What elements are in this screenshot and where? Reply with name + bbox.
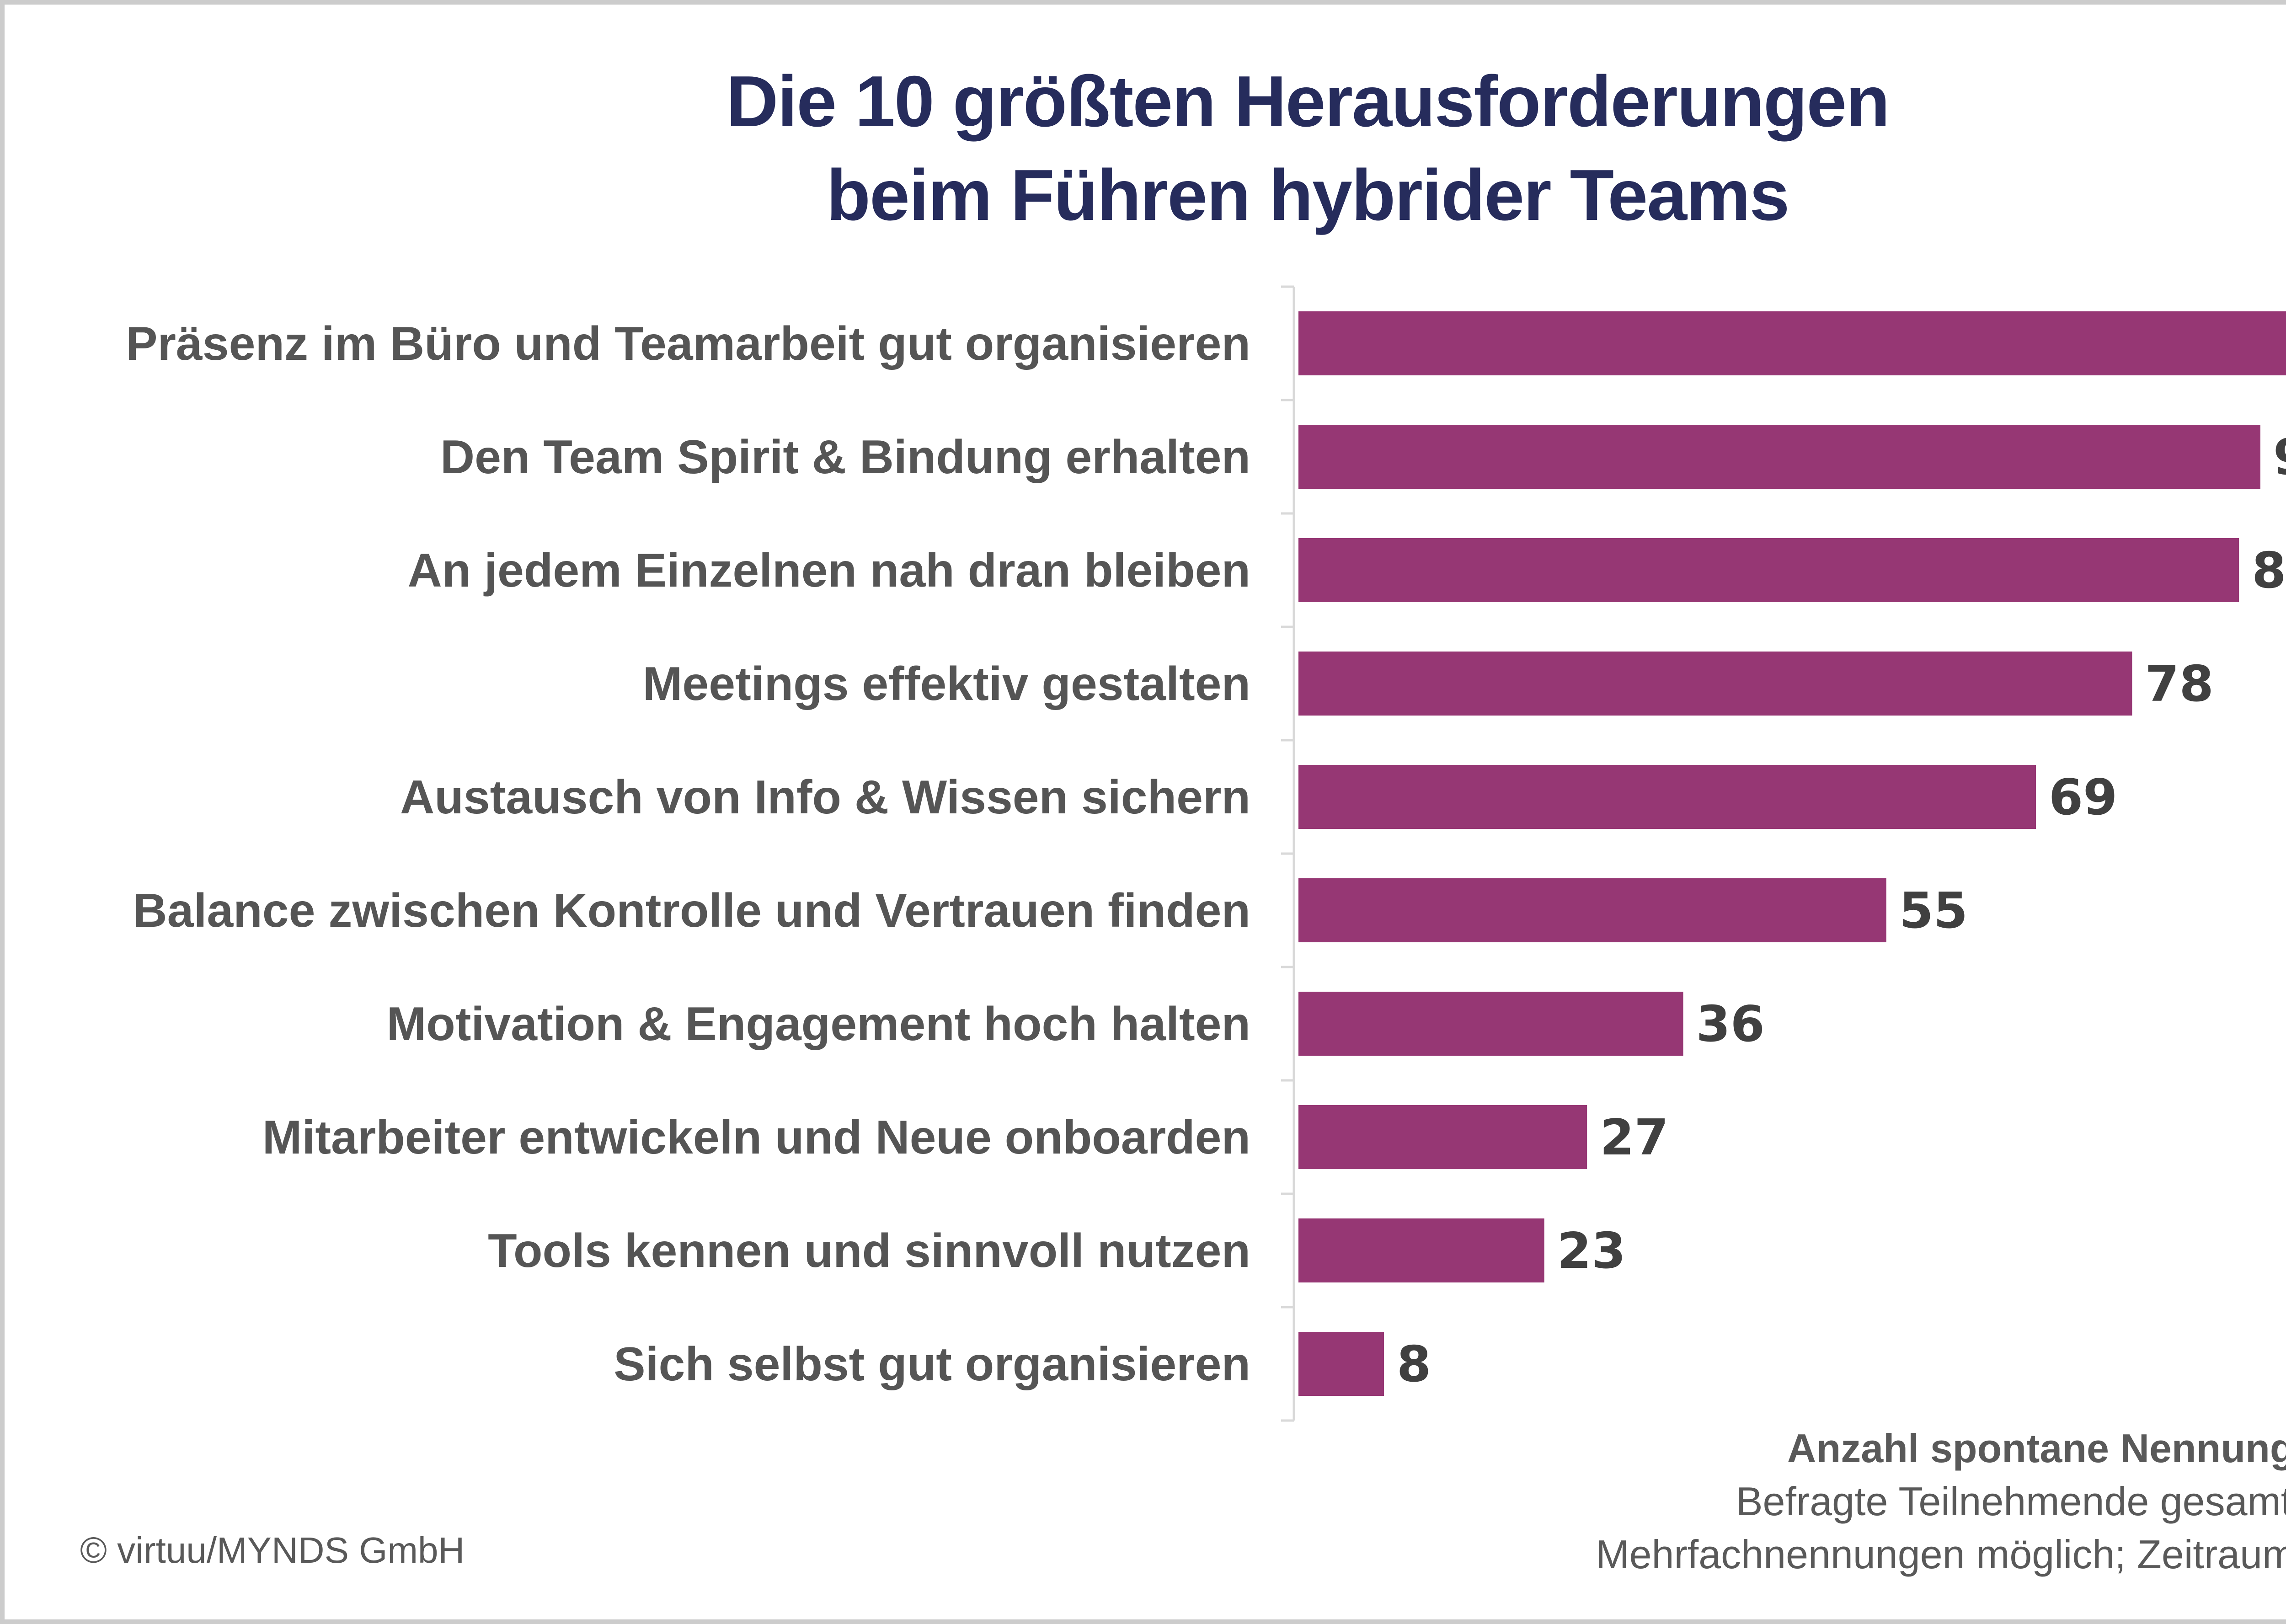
data-label: 36 [1696,996,1765,1053]
data-label: 55 [1899,882,1968,940]
bar [1298,1105,1587,1169]
y-axis [1281,285,1295,1422]
category-labels: Präsenz im Büro und Teamarbeit gut organ… [126,317,1250,1391]
bars [1298,311,2286,1396]
category-label: Den Team Spirit & Bindung erhalten [440,431,1250,484]
category-label: Tools kennen und sinnvoll nutzen [488,1224,1250,1277]
note-title: Anzahl spontane Nennungen [1787,1426,2286,1471]
bar [1298,538,2239,602]
copyright: © virtuu/MYNDS GmbH [80,1530,465,1571]
bar [1298,1332,1384,1396]
category-label: Meetings effektiv gestalten [643,657,1250,710]
bar [1298,878,1886,942]
chart-title-line-1: Die 10 größten Herausforderungen [726,61,1890,142]
data-label: 23 [1557,1223,1626,1280]
data-label: 27 [1600,1109,1668,1166]
category-label: Austausch von Info & Wissen sichern [400,771,1250,824]
note-line-1: Befragte Teilnehmende gesamt: 310, [1736,1479,2286,1524]
bar [1298,1218,1544,1282]
data-label: 8 [1397,1336,1431,1393]
bar [1298,992,1683,1056]
category-label: Motivation & Engagement hoch halten [387,998,1250,1051]
data-label: 78 [2145,656,2213,713]
value-labels: 10690887869553627238 [1397,429,2286,1393]
bar [1298,425,2260,489]
data-label: 88 [2252,542,2286,599]
category-label: Präsenz im Büro und Teamarbeit gut organ… [126,317,1250,370]
data-label: 90 [2273,429,2286,486]
bar [1298,311,2286,375]
category-label: Mitarbeiter entwickeln und Neue onboarde… [262,1111,1250,1164]
category-label: Sich selbst gut organisieren [614,1338,1250,1391]
chart-note: Anzahl spontane Nennungen Befragte Teiln… [1596,1422,2286,1581]
chart-title: Die 10 größten Herausforderungen beim Fü… [0,55,2286,242]
category-label: Balance zwischen Kontrolle und Vertrauen… [133,884,1250,937]
data-label: 69 [2049,769,2117,826]
note-line-2: Mehrfachnennungen möglich; Zeitraum: 04/… [1596,1532,2286,1577]
bar [1298,652,2132,716]
category-label: An jedem Einzelnen nah dran bleiben [408,544,1250,597]
chart-title-line-2: beim Führen hybrider Teams [826,155,1790,235]
bar [1298,765,2036,829]
